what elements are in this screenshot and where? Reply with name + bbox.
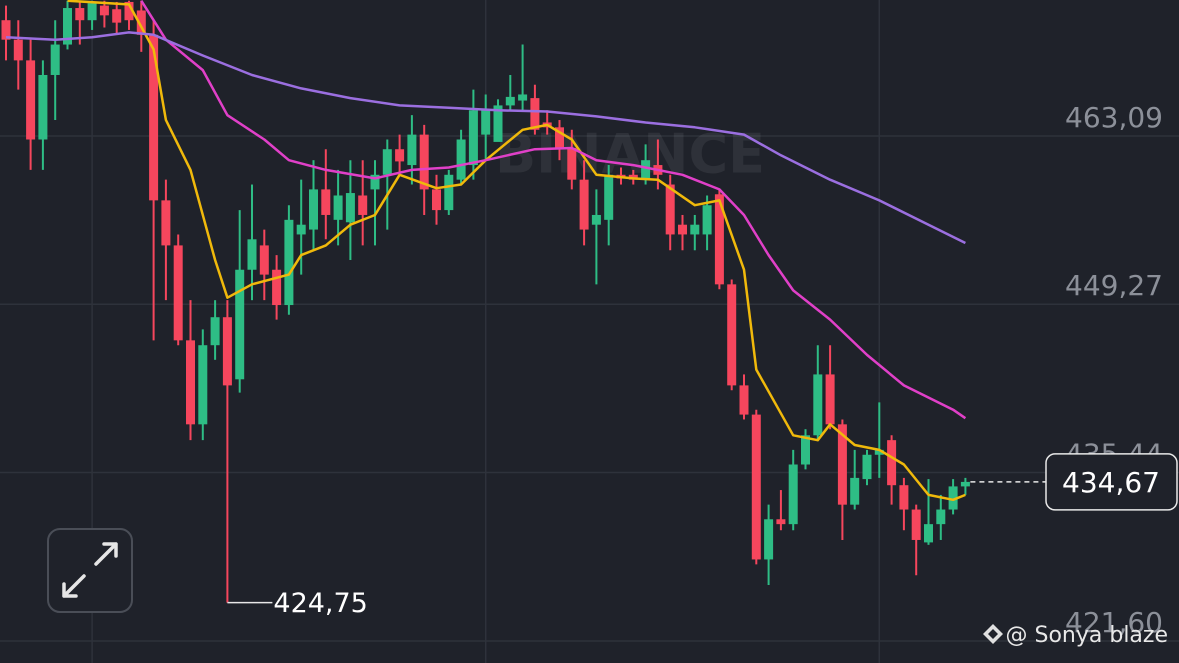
credit: @ Sonya blaze [983, 623, 1168, 648]
candle-body [13, 39, 23, 61]
candle-body [714, 194, 724, 285]
candle-body [481, 110, 491, 135]
candle-body [1, 20, 11, 40]
candle-body [296, 224, 306, 235]
candle-body [26, 60, 36, 140]
candle-body [493, 105, 503, 142]
candle-body [936, 509, 946, 525]
candle-body [395, 149, 405, 162]
candle-body [50, 44, 60, 75]
candle-body [813, 374, 823, 436]
moving-average [5, 31, 966, 245]
candle-body [924, 524, 933, 543]
candle-body [259, 245, 269, 275]
candle-body [124, 1, 134, 21]
candle-body [321, 189, 331, 215]
candle-body [591, 214, 601, 225]
candle-body [112, 9, 122, 23]
candle-body [382, 149, 392, 175]
candle-body [309, 189, 318, 230]
candle-body [38, 74, 48, 140]
moving-average [140, 0, 967, 420]
last-price-box [1045, 453, 1178, 511]
candle-body [333, 195, 343, 220]
candle-body [739, 385, 749, 415]
candle-body [518, 94, 528, 101]
candle-body [776, 519, 786, 525]
candle-body [345, 193, 355, 223]
expand-icon[interactable] [62, 542, 118, 598]
candle-body [186, 340, 195, 425]
candle-body [887, 440, 897, 486]
candle-body [567, 148, 577, 180]
last-price-label: 434,67 [1062, 466, 1160, 499]
candle-body [63, 8, 72, 45]
candle-body [899, 485, 909, 510]
candle-body [173, 245, 183, 341]
candle-body [161, 200, 171, 246]
candle-body [222, 317, 232, 386]
candle-body [468, 110, 478, 166]
candle-body [579, 179, 589, 230]
y-tick-label: 421,60 [1065, 606, 1163, 639]
candle-body [210, 317, 220, 346]
plot [1, 0, 970, 603]
candle-body [801, 435, 810, 465]
candle-body [948, 486, 958, 510]
candle-body [75, 8, 85, 21]
candle-body [456, 139, 466, 180]
candle-body [825, 374, 835, 425]
candle-body [555, 127, 564, 149]
candle-body [419, 134, 429, 190]
candle-body [678, 224, 687, 235]
candle-body [911, 509, 921, 540]
candle-body [604, 174, 614, 220]
candle-body [407, 134, 417, 166]
low-marker-label: 424,75 [273, 588, 367, 619]
candle-body [272, 269, 282, 306]
candle-body [960, 481, 970, 487]
candle-body [788, 464, 798, 525]
candle-body [530, 98, 540, 130]
candle-body [764, 519, 774, 560]
credit-icon [983, 624, 1003, 644]
candle-body [284, 219, 294, 306]
candle-body [665, 184, 675, 235]
candle-body [837, 424, 847, 505]
y-tick-label: 449,27 [1065, 269, 1163, 302]
candle-body [198, 345, 208, 425]
candle-body [505, 96, 515, 106]
credit-text: @ Sonya blaze [1006, 623, 1169, 648]
candle-body [370, 174, 380, 190]
candle-body [99, 5, 109, 16]
candle-body [850, 477, 860, 505]
candle-body [702, 205, 712, 235]
y-tick-label: 463,09 [1065, 101, 1163, 134]
candle-body [444, 174, 454, 211]
moving-average [67, 0, 966, 502]
expand-button[interactable] [47, 528, 133, 613]
candle-body [727, 284, 737, 386]
candle-body [862, 454, 872, 480]
candle-body [690, 224, 700, 235]
candle-body [641, 160, 651, 179]
candle-body [358, 195, 368, 215]
candle-body [751, 414, 761, 560]
candle-body [87, 3, 97, 21]
candle-body [432, 189, 441, 211]
candle-body [874, 449, 884, 455]
candle-body [247, 239, 257, 270]
candle-body [235, 269, 245, 380]
candle-body [149, 34, 159, 201]
button-frame[interactable] [47, 528, 133, 613]
candle-body [136, 10, 146, 35]
